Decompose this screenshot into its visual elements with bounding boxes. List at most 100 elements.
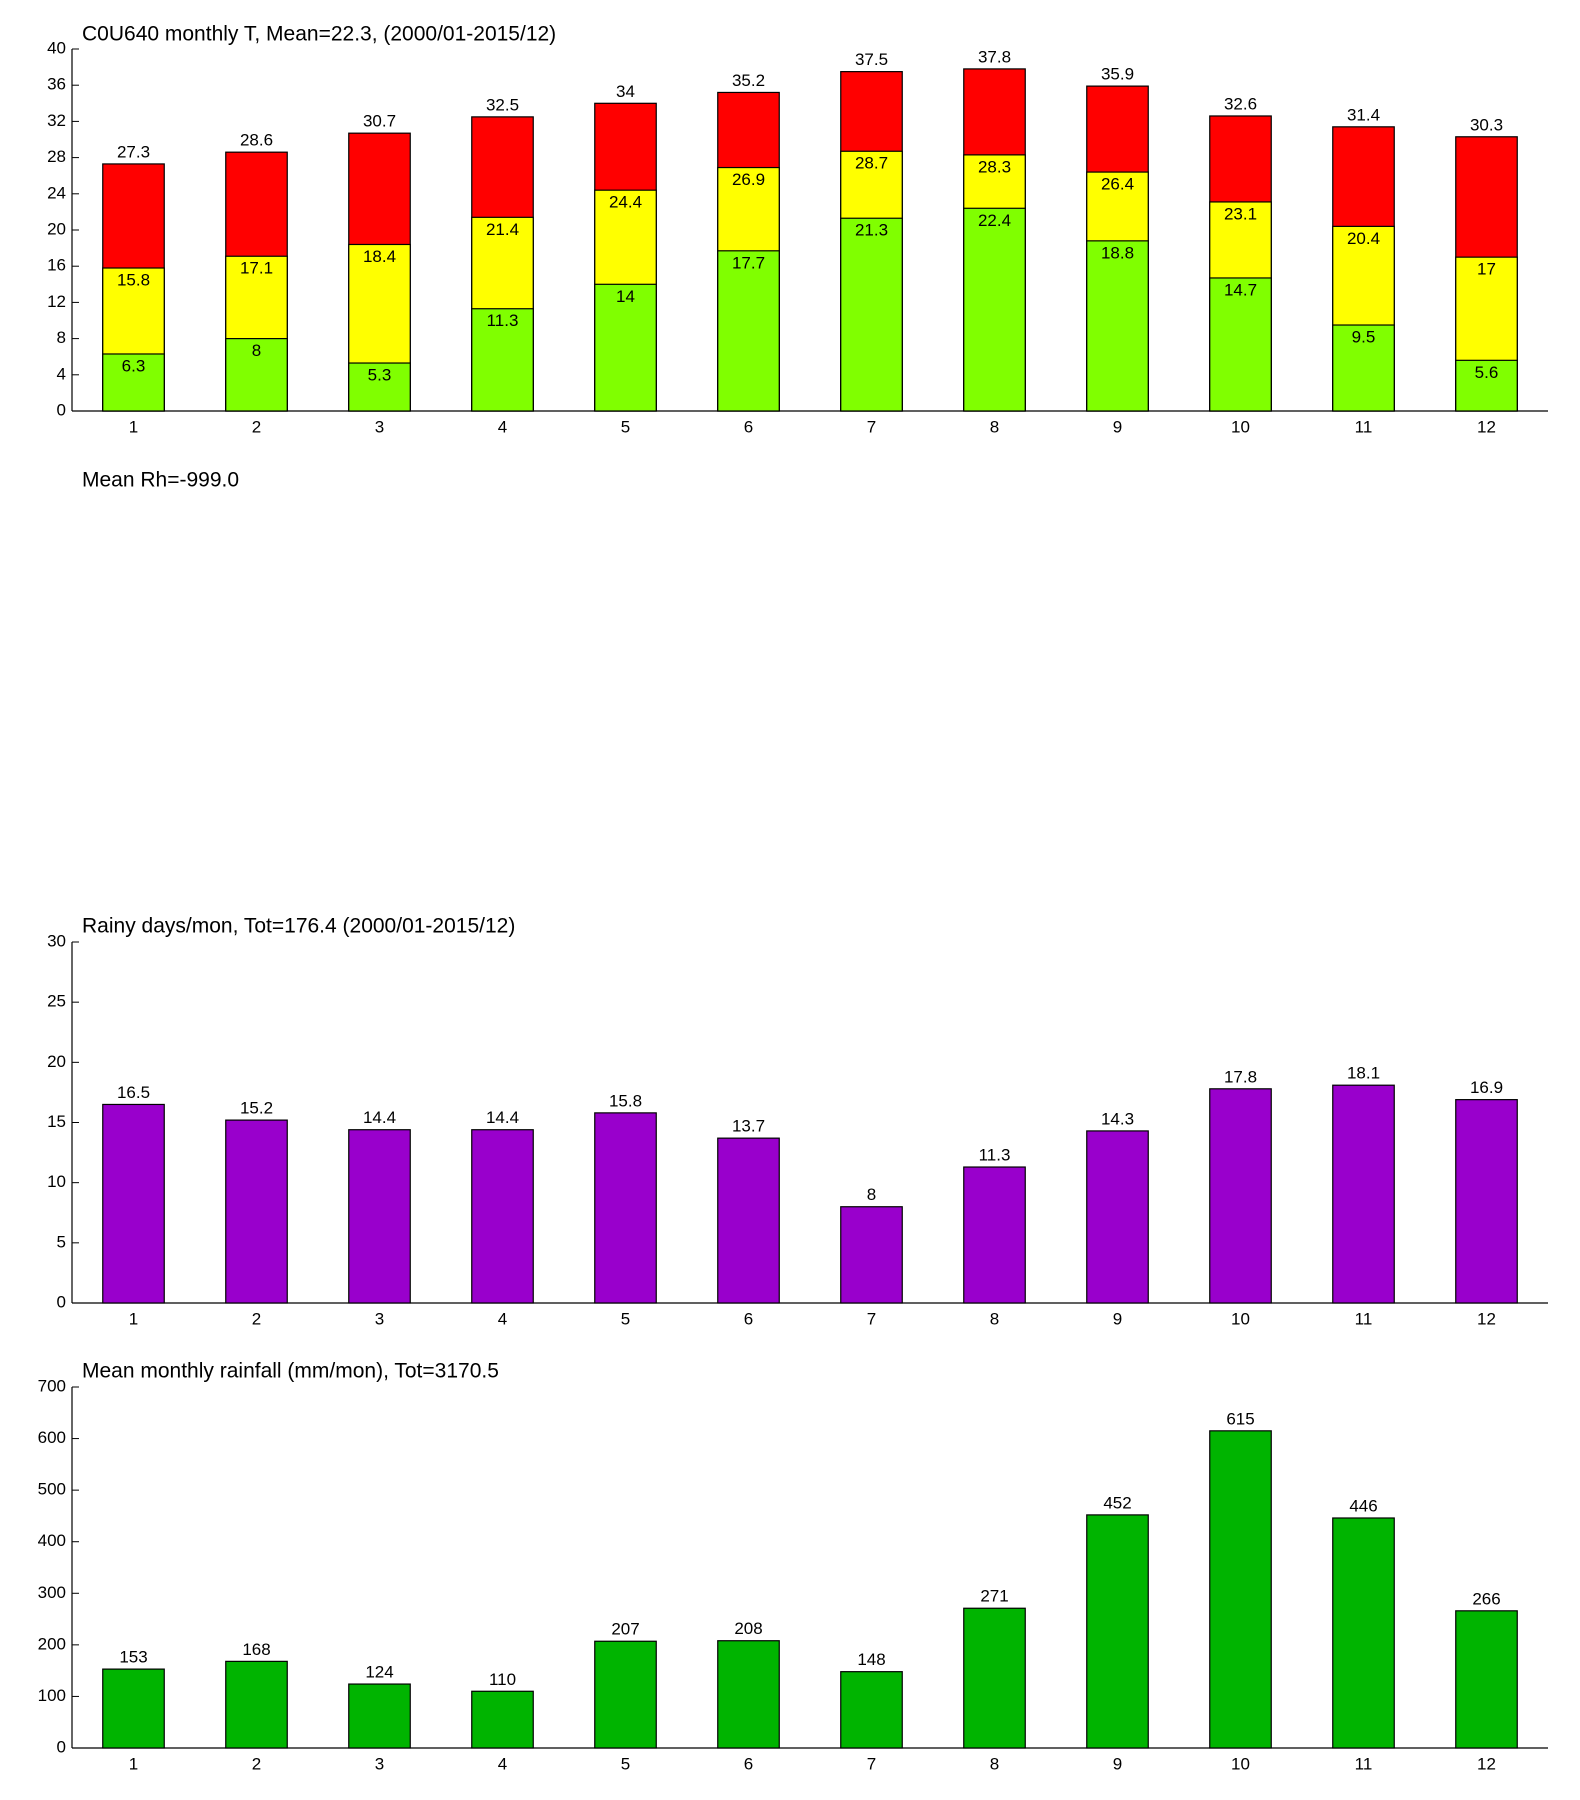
bar [1332,324,1395,412]
value-label: 30.3 [1470,115,1503,134]
value-label: 26.4 [1101,175,1134,194]
x-tick-label: 1 [129,1309,138,1328]
value-label: 24.4 [609,193,642,212]
bar [1209,277,1272,412]
x-tick-label: 6 [744,417,753,436]
value-label: 32.6 [1224,94,1257,113]
value-label: 14.4 [486,1108,519,1127]
value-label: 20.4 [1347,229,1380,248]
bar [963,1607,1026,1749]
value-label: 26.9 [732,170,765,189]
value-label: 11.3 [487,311,519,330]
y-tick-label: 32 [47,111,66,130]
x-tick-label: 4 [498,1754,507,1773]
value-label: 15.8 [609,1091,642,1110]
x-tick-label: 10 [1231,1754,1250,1773]
y-tick-label: 25 [47,992,66,1011]
value-label: 11.3 [979,1146,1011,1165]
x-tick-label: 5 [621,417,630,436]
value-label: 14.4 [363,1108,396,1127]
bar [1086,1130,1149,1304]
bar [717,1640,780,1749]
value-label: 17 [1477,260,1496,279]
y-tick-label: 0 [57,1292,66,1311]
y-tick-label: 600 [38,1428,66,1447]
value-label: 452 [1103,1493,1131,1512]
bar [471,1690,534,1749]
value-label: 446 [1349,1496,1377,1515]
y-tick-label: 8 [57,328,66,347]
y-tick-label: 10 [47,1172,66,1191]
x-tick-label: 6 [744,1754,753,1773]
y-tick-label: 15 [47,1112,66,1131]
value-label: 14.3 [1101,1109,1134,1128]
bar [594,1112,657,1304]
x-tick-label: 7 [867,417,876,436]
x-tick-label: 10 [1231,417,1250,436]
value-label: 8 [252,341,261,360]
value-label: 17.8 [1224,1067,1257,1086]
y-tick-label: 36 [47,75,66,94]
bar [348,362,411,412]
value-label: 32.5 [486,95,519,114]
x-tick-label: 9 [1113,1309,1122,1328]
y-tick-label: 400 [38,1531,66,1550]
x-tick-label: 2 [252,1754,261,1773]
value-label: 23.1 [1224,204,1257,223]
bar [963,1166,1026,1304]
y-tick-label: 20 [47,1052,66,1071]
value-label: 124 [365,1663,393,1682]
x-tick-label: 3 [375,1309,384,1328]
value-label: 18.1 [1347,1064,1380,1083]
x-tick-label: 6 [744,1309,753,1328]
value-label: 31.4 [1347,105,1380,124]
x-tick-label: 3 [375,417,384,436]
value-label: 17.1 [240,259,273,278]
x-tick-label: 4 [498,1309,507,1328]
y-tick-label: 0 [57,1737,66,1756]
x-tick-label: 1 [129,417,138,436]
value-label: 13.7 [732,1117,765,1136]
x-tick-label: 9 [1113,1754,1122,1773]
y-tick-label: 500 [38,1480,66,1499]
value-label: 266 [1472,1589,1500,1608]
bar [225,1119,288,1304]
bar [102,1103,165,1304]
value-label: 35.9 [1101,65,1134,84]
bar [963,207,1026,412]
bar [225,338,288,412]
value-label: 615 [1226,1409,1254,1428]
bar [348,1683,411,1749]
value-label: 21.3 [855,221,888,240]
y-tick-label: 0 [57,400,66,419]
y-tick-label: 4 [57,364,66,383]
bar [102,1668,165,1749]
value-label: 8 [867,1185,876,1204]
y-tick-label: 12 [47,292,66,311]
y-tick-label: 100 [38,1686,66,1705]
value-label: 21.4 [486,220,519,239]
bar [594,1640,657,1749]
bar [717,1137,780,1304]
y-tick-label: 200 [38,1634,66,1653]
x-tick-label: 7 [867,1754,876,1773]
value-label: 37.8 [978,47,1011,66]
bar [471,1129,534,1304]
chart-title: Mean monthly rainfall (mm/mon), Tot=3170… [82,1360,499,1383]
x-tick-label: 11 [1355,417,1373,436]
bar [471,308,534,412]
value-label: 6.3 [122,356,146,375]
x-tick-label: 2 [252,1309,261,1328]
x-tick-label: 4 [498,417,507,436]
value-label: 153 [119,1648,147,1667]
x-tick-label: 8 [990,1309,999,1328]
x-tick-label: 10 [1231,1309,1250,1328]
value-label: 168 [242,1640,270,1659]
x-tick-label: 8 [990,1754,999,1773]
y-tick-label: 300 [38,1583,66,1602]
bar [102,353,165,412]
x-tick-label: 3 [375,1754,384,1773]
x-tick-label: 12 [1477,1754,1496,1773]
bar [594,283,657,412]
